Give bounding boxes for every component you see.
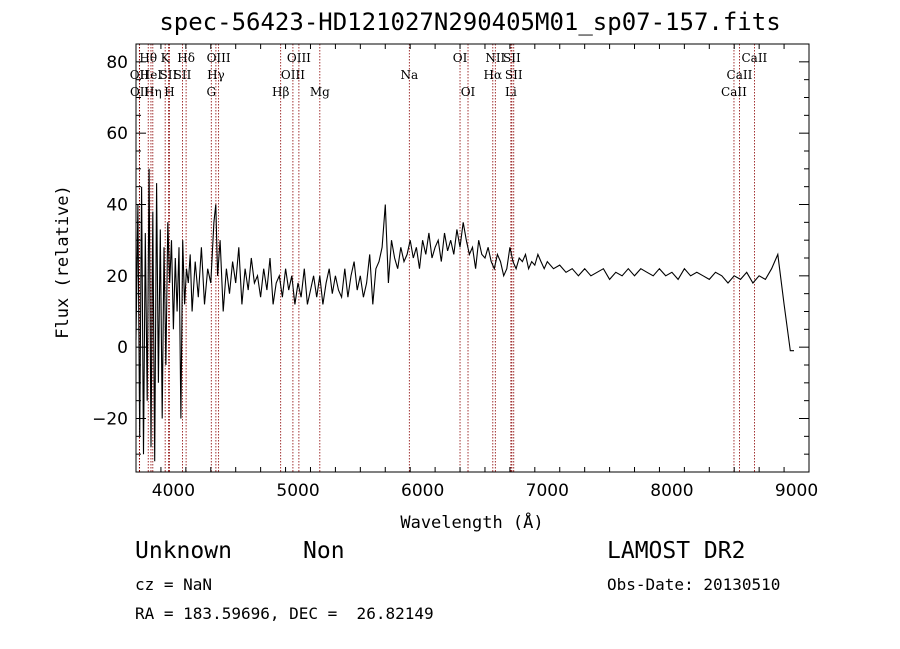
line-marker-label-19: OI — [461, 85, 476, 99]
x-tick-label: 6000 — [401, 481, 444, 501]
observation-date: Obs-Date: 20130510 — [607, 575, 781, 594]
y-tick-label: 0 — [117, 338, 128, 358]
line-marker-label-14: OIII — [281, 68, 305, 82]
line-marker-label-11: Hγ — [207, 68, 225, 82]
line-marker-label-26: CaII — [727, 68, 753, 82]
line-marker-label-9: SII — [174, 68, 192, 82]
y-tick-label: 60 — [106, 124, 128, 144]
line-marker-label-16: Mg — [310, 85, 330, 99]
x-axis: 4000 5000 6000 7000 8000 9000 — [135, 44, 818, 501]
object-class: Unknown — [135, 538, 232, 564]
x-tick-label: 4000 — [152, 481, 195, 501]
line-marker-label-20: NII — [485, 51, 505, 65]
spectrum-line — [135, 168, 794, 462]
line-marker-label-2: Hθ — [139, 51, 157, 65]
line-marker-label-6: SII — [160, 68, 178, 82]
line-marker-label-23: SII — [505, 68, 523, 82]
redshift-value: cz = NaN — [135, 575, 213, 594]
line-marker-label-24: Li — [505, 85, 517, 99]
y-axis-label: Flux (relative) — [53, 185, 73, 339]
line-marker-label-25: CaII — [741, 51, 767, 65]
coordinates: RA = 183.59696, DEC = 26.82149 — [135, 604, 434, 623]
line-marker-label-5: K — [161, 51, 171, 65]
line-marker-label-22: SII — [503, 51, 521, 65]
line-marker-label-7: H — [164, 85, 174, 99]
chart-title: spec-56423-HD121027N290405M01_sp07-157.f… — [159, 8, 781, 36]
line-marker-label-21: Hα — [484, 68, 503, 82]
line-marker-label-13: Hβ — [272, 85, 289, 99]
line-marker-label-8: Hδ — [177, 51, 195, 65]
line-marker-label-17: Na — [400, 68, 418, 82]
x-axis-label: Wavelength (Å) — [400, 511, 543, 533]
y-tick-label: 80 — [106, 53, 128, 73]
x-tick-label: 9000 — [775, 481, 818, 501]
y-tick-label: 40 — [106, 196, 128, 216]
y-tick-label: 20 — [106, 267, 128, 287]
x-tick-label: 5000 — [276, 481, 319, 501]
object-subclass: Non — [303, 538, 345, 564]
line-marker-label-10: OIII — [207, 51, 231, 65]
line-marker-label-0: OII — [130, 68, 150, 82]
line-marker-label-3: HeI — [140, 68, 163, 82]
line-marker-label-18: OI — [453, 51, 468, 65]
survey-name: LAMOST DR2 — [607, 538, 746, 564]
line-marker-label-12: G — [206, 85, 216, 99]
x-tick-label: 7000 — [526, 481, 569, 501]
line-marker-label-15: OIII — [287, 51, 311, 65]
y-tick-label: −20 — [92, 410, 128, 430]
x-tick-label: 8000 — [650, 481, 693, 501]
y-axis: −20 0 20 40 60 80 — [92, 53, 809, 455]
line-markers — [138, 44, 755, 472]
plot-frame — [135, 43, 810, 473]
line-marker-label-27: CaII — [721, 85, 747, 99]
line-marker-label-4: Hη — [144, 85, 162, 99]
line-marker-label-1: OII — [130, 85, 150, 99]
